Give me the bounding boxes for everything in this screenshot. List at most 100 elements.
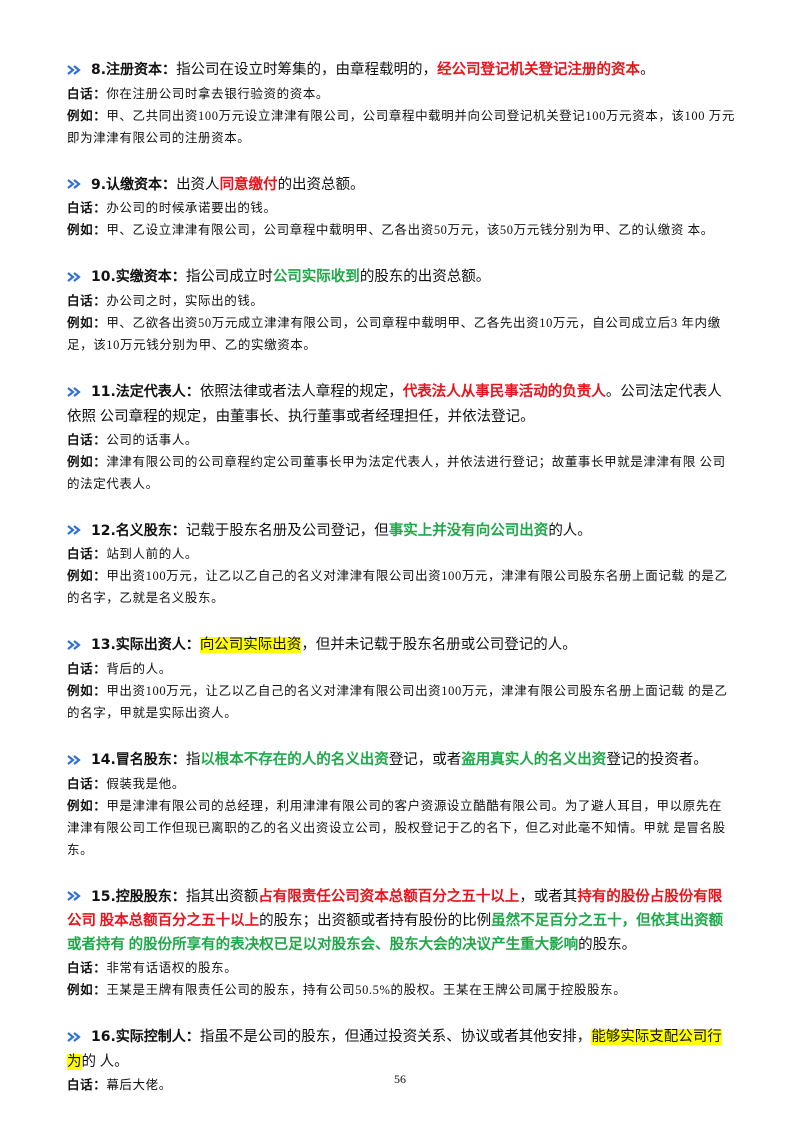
explanation-line: 例如：甲是津津有限公司的总经理，利用津津有限公司的客户资源设立酷酷有限公司。为了… xyxy=(67,795,735,861)
line-label: 例如： xyxy=(67,222,107,238)
chevron xyxy=(67,64,75,75)
definition-text: 公司实际收到 xyxy=(272,269,360,286)
line-label: 白话： xyxy=(67,546,107,562)
explanation-line: 例如：津津有限公司的公司章程约定公司董事长甲为法定代表人，并依法进行登记；故董事… xyxy=(67,451,735,495)
bullet-icon xyxy=(67,381,91,405)
chevron xyxy=(67,386,75,397)
definition-text: ，但并未记载于股东名册或公司登记的人。 xyxy=(301,637,577,654)
entry-heading: 10.实缴资本：指公司成立时公司实际收到的股东的出资总额。 xyxy=(67,265,735,290)
definition-text: 指 xyxy=(185,752,201,769)
entry: 14.冒名股东：指以根本不存在的人的名义出资登记，或者盗用真实人的名义出资登记的… xyxy=(67,748,735,861)
line-text: 背后的人。 xyxy=(106,662,172,677)
definition-text: 。 xyxy=(640,62,655,78)
line-text: 甲、乙设立津津有限公司，公司章程中载明甲、乙各出资50万元，该50万元钱分别为甲… xyxy=(106,223,714,238)
explanation-line: 例如：甲出资100万元，让乙以乙自己的名义对津津有限公司出资100万元，津津有限… xyxy=(67,680,735,724)
term-title: 8.注册资本： xyxy=(91,62,177,78)
chevron-icon xyxy=(67,891,81,902)
explanation-line: 白话：公司的话事人。 xyxy=(67,429,735,451)
chevron xyxy=(73,272,81,282)
bullet-icon xyxy=(67,266,91,290)
line-label: 例如： xyxy=(67,568,107,584)
term-title: 11.法定代表人： xyxy=(91,384,200,401)
definition-text: 的股东。 xyxy=(578,937,637,954)
chevron xyxy=(73,64,81,75)
line-label: 白话： xyxy=(67,775,107,791)
entry-heading: 16.实际控制人：指虽不是公司的股东，但通过投资关系、协议或者其他安排，能够实际… xyxy=(67,1025,735,1074)
definition-text: 的人。 xyxy=(548,522,592,539)
chevron xyxy=(73,179,81,190)
term-title: 14.冒名股东： xyxy=(91,752,186,769)
definition-text: 同意缴付 xyxy=(219,176,278,193)
line-text: 甲出资100万元，让乙以乙自己的名义对津津有限公司出资100万元，津津有限公司股… xyxy=(67,569,728,606)
line-text: 津津有限公司的公司章程约定公司董事长甲为法定代表人，并依法进行登记；故董事长甲就… xyxy=(67,454,726,491)
term-title: 15.控股股东： xyxy=(91,888,186,905)
definition-text: 出资人 xyxy=(176,176,220,193)
page-number: 56 xyxy=(394,1072,406,1086)
definition-text: 指虽不是公司的股东，但通过投资关系、协议或者其他安排， xyxy=(199,1029,592,1046)
bullet-icon xyxy=(67,173,91,197)
bullet-icon xyxy=(67,634,91,658)
definition-text: 登记的投资者。 xyxy=(606,752,708,769)
definition-text: ，或者其 xyxy=(519,888,578,905)
entry-heading: 15.控股股东：指其出资额占有限责任公司资本总额百分之五十以上，或者其持有的股份… xyxy=(67,885,735,958)
chevron-icon xyxy=(67,64,81,75)
chevron-icon xyxy=(67,525,81,536)
chevron xyxy=(73,1032,81,1042)
entry: 11.法定代表人：依照法律或者法人章程的规定，代表法人从事民事活动的负责人。公司… xyxy=(67,380,735,495)
explanation-line: 白话：你在注册公司时拿去银行验资的资本。 xyxy=(67,83,735,105)
line-label: 白话： xyxy=(67,200,107,216)
line-label: 例如： xyxy=(67,107,107,123)
line-text: 甲、乙欲各出资50万元成立津津有限公司，公司章程中载明甲、乙各先出资10万元，自… xyxy=(67,316,721,353)
definition-text: 指公司在设立时筹集的，由章程载明的， xyxy=(176,62,438,78)
definition-text: 的出资总额。 xyxy=(277,176,365,193)
definition-text: 。公司法定代表人依照 公司章程的规定，由董事长、执行董事或者经理担任，并依法登记… xyxy=(67,384,722,425)
line-text: 办公司之时，实际出的钱。 xyxy=(106,294,264,309)
definition-text: 盗用真实人的名义出资 xyxy=(461,752,607,769)
entry: 9.认缴资本：出资人同意缴付的出资总额。 白话：办公司的时候承诺要出的钱。 例如：甲… xyxy=(67,173,735,242)
explanation-line: 白话：幕后大佬。 xyxy=(67,1074,735,1096)
line-label: 例如： xyxy=(67,315,107,331)
line-text: 非常有话语权的股东。 xyxy=(106,961,238,976)
line-label: 例如： xyxy=(67,453,107,469)
chevron xyxy=(73,525,81,536)
explanation-line: 例如：甲出资100万元，让乙以乙自己的名义对津津有限公司出资100万元，津津有限… xyxy=(67,565,735,609)
explanation-line: 例如：王某是王牌有限责任公司的股东，持有公司50.5%的股权。王某在王牌公司属于… xyxy=(67,979,735,1001)
line-text: 办公司的时候承诺要出的钱。 xyxy=(106,201,277,216)
line-text: 站到人前的人。 xyxy=(106,547,199,562)
line-text: 甲、乙共同出资100万元设立津津有限公司，公司章程中载明并向公司登记机关登记10… xyxy=(67,108,735,145)
chevron xyxy=(67,754,75,765)
chevron xyxy=(73,754,81,765)
entry-heading: 8.注册资本：指公司在设立时筹集的，由章程载明的，经公司登记机关登记注册的资本。 xyxy=(67,58,735,83)
chevron-icon xyxy=(67,754,81,765)
definition-text: 虽然不足百分之五十，但依其出资额或者持有 的股份所享有的表决权已足以对股东会、股… xyxy=(67,913,724,954)
line-label: 例如： xyxy=(67,982,107,998)
explanation-line: 白话：背后的人。 xyxy=(67,658,735,680)
line-text: 幕后大佬。 xyxy=(106,1078,172,1093)
chevron xyxy=(73,640,81,650)
line-label: 白话： xyxy=(67,960,107,976)
chevron-icon xyxy=(67,272,81,282)
line-text: 公司的话事人。 xyxy=(106,432,199,447)
chevron xyxy=(67,1032,75,1042)
line-label: 白话： xyxy=(67,431,107,447)
explanation-line: 例如：甲、乙欲各出资50万元成立津津有限公司，公司章程中载明甲、乙各先出资10万… xyxy=(67,312,735,356)
chevron xyxy=(67,272,75,282)
entry-heading: 12.名义股东：记载于股东名册及公司登记，但事实上并没有向公司出资的人。 xyxy=(67,519,735,544)
explanation-line: 白话：假装我是他。 xyxy=(67,773,735,795)
definition-text: 持有的股份占股份有限公司 股本总额百分之五十以上 xyxy=(67,888,723,930)
explanation-line: 例如：甲、乙共同出资100万元设立津津有限公司，公司章程中载明并向公司登记机关登… xyxy=(67,105,735,149)
entry-heading: 13.实际出资人：向公司实际出资，但并未记载于股东名册或公司登记的人。 xyxy=(67,633,735,658)
chevron-icon xyxy=(67,640,81,650)
chevron-icon xyxy=(67,386,81,397)
explanation-line: 白话：办公司的时候承诺要出的钱。 xyxy=(67,197,735,219)
definition-text: 指其出资额 xyxy=(185,888,259,905)
line-text: 王某是王牌有限责任公司的股东，持有公司50.5%的股权。王某在王牌公司属于控股股… xyxy=(106,983,627,998)
entry-heading: 14.冒名股东：指以根本不存在的人的名义出资登记，或者盗用真实人的名义出资登记的… xyxy=(67,748,735,773)
term-title: 10.实缴资本： xyxy=(91,269,186,286)
chevron xyxy=(73,891,81,902)
content: 8.注册资本：指公司在设立时筹集的，由章程载明的，经公司登记机关登记注册的资本。… xyxy=(67,58,735,1120)
bullet-icon xyxy=(67,1026,91,1050)
line-label: 白话： xyxy=(67,293,107,309)
entry: 13.实际出资人：向公司实际出资，但并未记载于股东名册或公司登记的人。 白话：背后… xyxy=(67,633,735,724)
